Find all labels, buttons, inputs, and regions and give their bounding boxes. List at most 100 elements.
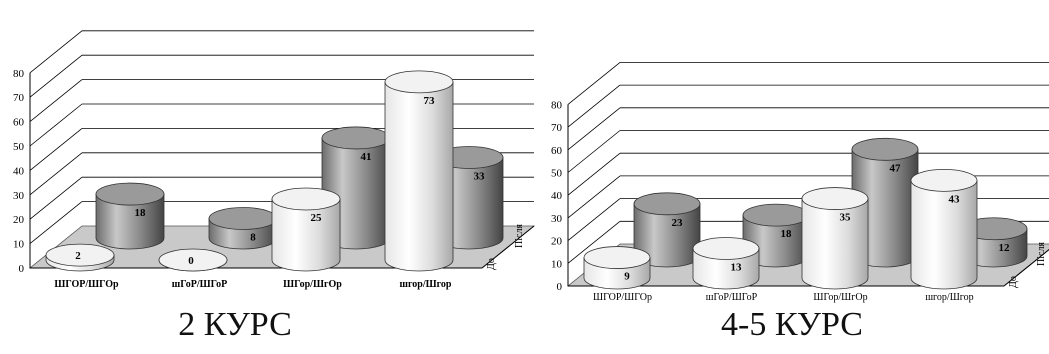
y-tick-label: 30: [13, 190, 25, 202]
data-label: 13: [731, 261, 743, 273]
depth-label: Після: [514, 224, 525, 248]
bar-top: [742, 203, 810, 227]
data-label: 41: [361, 151, 372, 163]
bar-back-3: 12: [960, 217, 1028, 268]
y-tick-label: 40: [13, 165, 25, 177]
bar-top: [321, 126, 391, 150]
y-tick-label: 40: [551, 190, 563, 202]
gridline-diagonal: [29, 54, 83, 98]
bar-front-1: 0: [158, 248, 228, 272]
gridline-diagonal: [567, 84, 621, 128]
data-label: 8: [250, 231, 256, 243]
x-tick-label: шгор/Шгор: [400, 279, 452, 290]
data-label: 73: [424, 95, 436, 107]
bar-back-1: 8: [208, 207, 278, 250]
gridline-diagonal: [567, 152, 621, 196]
x-tick-label: шГоР/ШГоР: [706, 292, 758, 303]
bar-top: [208, 207, 278, 230]
y-tick-label: 80: [551, 99, 563, 111]
gridline-diagonal: [29, 152, 83, 196]
bar-top: [384, 70, 454, 94]
bar-body: [271, 198, 341, 272]
y-tick-label: 60: [13, 117, 25, 129]
y-tick-label: 60: [551, 145, 563, 157]
y-tick-label: 0: [19, 263, 25, 275]
depth-axis-line: [1003, 249, 1049, 287]
bar-body: [692, 248, 760, 290]
gridline-diagonal: [567, 107, 621, 151]
data-label: 33: [474, 170, 486, 182]
bar-body: [910, 179, 978, 290]
chart-1: 0 10 20 30 40 50 60 70 80 23 18 47 12 9 13 35 43 ШГОР/ШГО…: [551, 62, 1049, 303]
y-tick-label: 20: [13, 214, 25, 226]
bar-body: [384, 81, 454, 272]
bar-front-0: 2: [45, 243, 115, 272]
bar-front-3: 43: [910, 168, 978, 290]
x-tick-label: ШГор/ШгОр: [813, 292, 867, 303]
bar-top: [95, 182, 165, 206]
depth-label: До: [486, 258, 497, 270]
bar-front-3: 73: [384, 70, 454, 272]
gridline-diagonal: [29, 201, 83, 244]
y-tick-label: 10: [551, 258, 563, 270]
bar-top: [801, 187, 869, 210]
bar-top: [45, 243, 115, 267]
data-label: 2: [75, 250, 81, 262]
y-tick-label: 70: [13, 92, 25, 104]
bar-back-0: 18: [95, 182, 165, 250]
gridline-diagonal: [567, 175, 621, 219]
y-tick-label: 30: [551, 213, 563, 225]
gridline-diagonal: [567, 130, 621, 173]
y-tick-label: 0: [557, 281, 563, 293]
data-label: 47: [890, 162, 902, 174]
bar-body: [801, 198, 869, 290]
data-label: 43: [949, 193, 961, 205]
data-label: 25: [311, 212, 323, 224]
data-label: 12: [999, 242, 1011, 254]
x-tick-label: ШГор/ШгОр: [283, 279, 342, 290]
y-tick-label: 50: [13, 141, 25, 153]
gridline-diagonal: [29, 128, 83, 171]
bar-top: [851, 137, 919, 161]
bar-top: [583, 246, 651, 269]
bar-top: [910, 168, 978, 192]
y-tick-label: 50: [551, 168, 563, 180]
x-tick-label: шГоР/ШГоР: [172, 279, 227, 290]
gridline-diagonal: [29, 30, 83, 74]
gridline-diagonal: [567, 62, 621, 105]
chart-caption-left: 2 КУРС: [178, 306, 292, 343]
y-tick-label: 10: [13, 239, 25, 251]
bar-body: [95, 193, 165, 250]
gridline-diagonal: [29, 79, 83, 122]
data-label: 9: [624, 271, 630, 283]
depth-label: До: [1008, 276, 1019, 288]
data-label: 35: [840, 212, 852, 224]
gridline-diagonal: [567, 198, 621, 241]
bar-back-0: 23: [633, 192, 701, 268]
bar-top: [633, 192, 701, 216]
bar-top: [271, 187, 341, 211]
gridline-diagonal: [29, 176, 83, 220]
bar-front-0: 9: [583, 246, 651, 290]
bar-back-2: 47: [851, 137, 919, 268]
bar-front-2: 35: [801, 187, 869, 290]
data-label: 18: [135, 207, 147, 219]
data-label: 0: [188, 255, 194, 267]
y-tick-label: 20: [551, 236, 563, 248]
y-tick-label: 70: [551, 122, 563, 134]
x-tick-label: ШГОР/ШГОр: [593, 292, 652, 303]
data-label: 18: [781, 228, 793, 240]
depth-axis-line: [481, 225, 535, 269]
bar-top: [158, 248, 228, 272]
y-tick-label: 80: [13, 68, 25, 80]
x-tick-label: шгор/Шгор: [925, 292, 973, 303]
data-label: 23: [672, 217, 684, 229]
bar-top: [692, 237, 760, 260]
depth-label: Після: [1036, 242, 1047, 266]
bar-front-1: 13: [692, 237, 760, 290]
gridline-diagonal: [567, 220, 621, 264]
x-tick-label: ШГОР/ШГОр: [54, 279, 119, 290]
bar-front-2: 25: [271, 187, 341, 272]
gridline-diagonal: [29, 103, 83, 147]
